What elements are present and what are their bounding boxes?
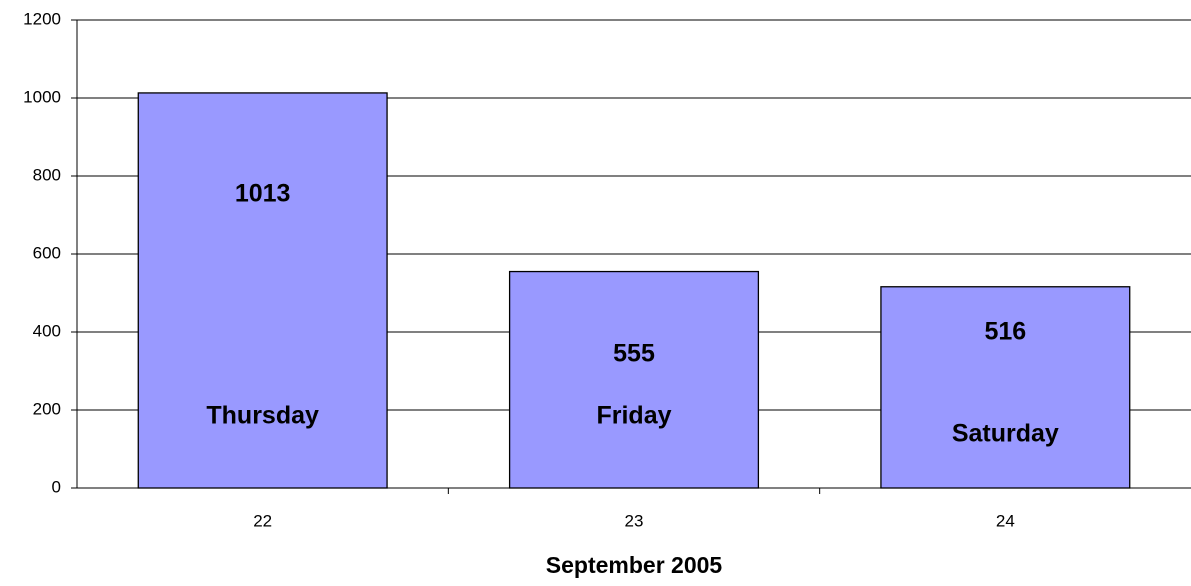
bar bbox=[880, 286, 1131, 489]
x-tick-label: 24 bbox=[996, 511, 1015, 530]
value-label: 516 bbox=[984, 318, 1026, 346]
x-tick-label: 22 bbox=[253, 511, 272, 530]
y-tick-label: 1200 bbox=[23, 9, 61, 28]
bar bbox=[508, 270, 760, 489]
y-tick-label: 0 bbox=[52, 477, 61, 496]
y-tick-label: 200 bbox=[33, 399, 61, 418]
bar bbox=[137, 92, 388, 489]
bar-annotation: Saturday bbox=[952, 420, 1059, 448]
y-tick-label: 800 bbox=[33, 165, 61, 184]
x-axis-title: September 2005 bbox=[546, 552, 723, 578]
bar-annotation: Thursday bbox=[206, 402, 319, 430]
value-label: 555 bbox=[613, 340, 655, 368]
y-tick-label: 400 bbox=[33, 321, 61, 340]
y-tick-label: 600 bbox=[33, 243, 61, 262]
y-tick-label: 1000 bbox=[23, 87, 61, 106]
value-label: 1013 bbox=[235, 180, 291, 208]
bar-annotation: Friday bbox=[596, 402, 671, 430]
x-tick-label: 23 bbox=[625, 511, 644, 530]
